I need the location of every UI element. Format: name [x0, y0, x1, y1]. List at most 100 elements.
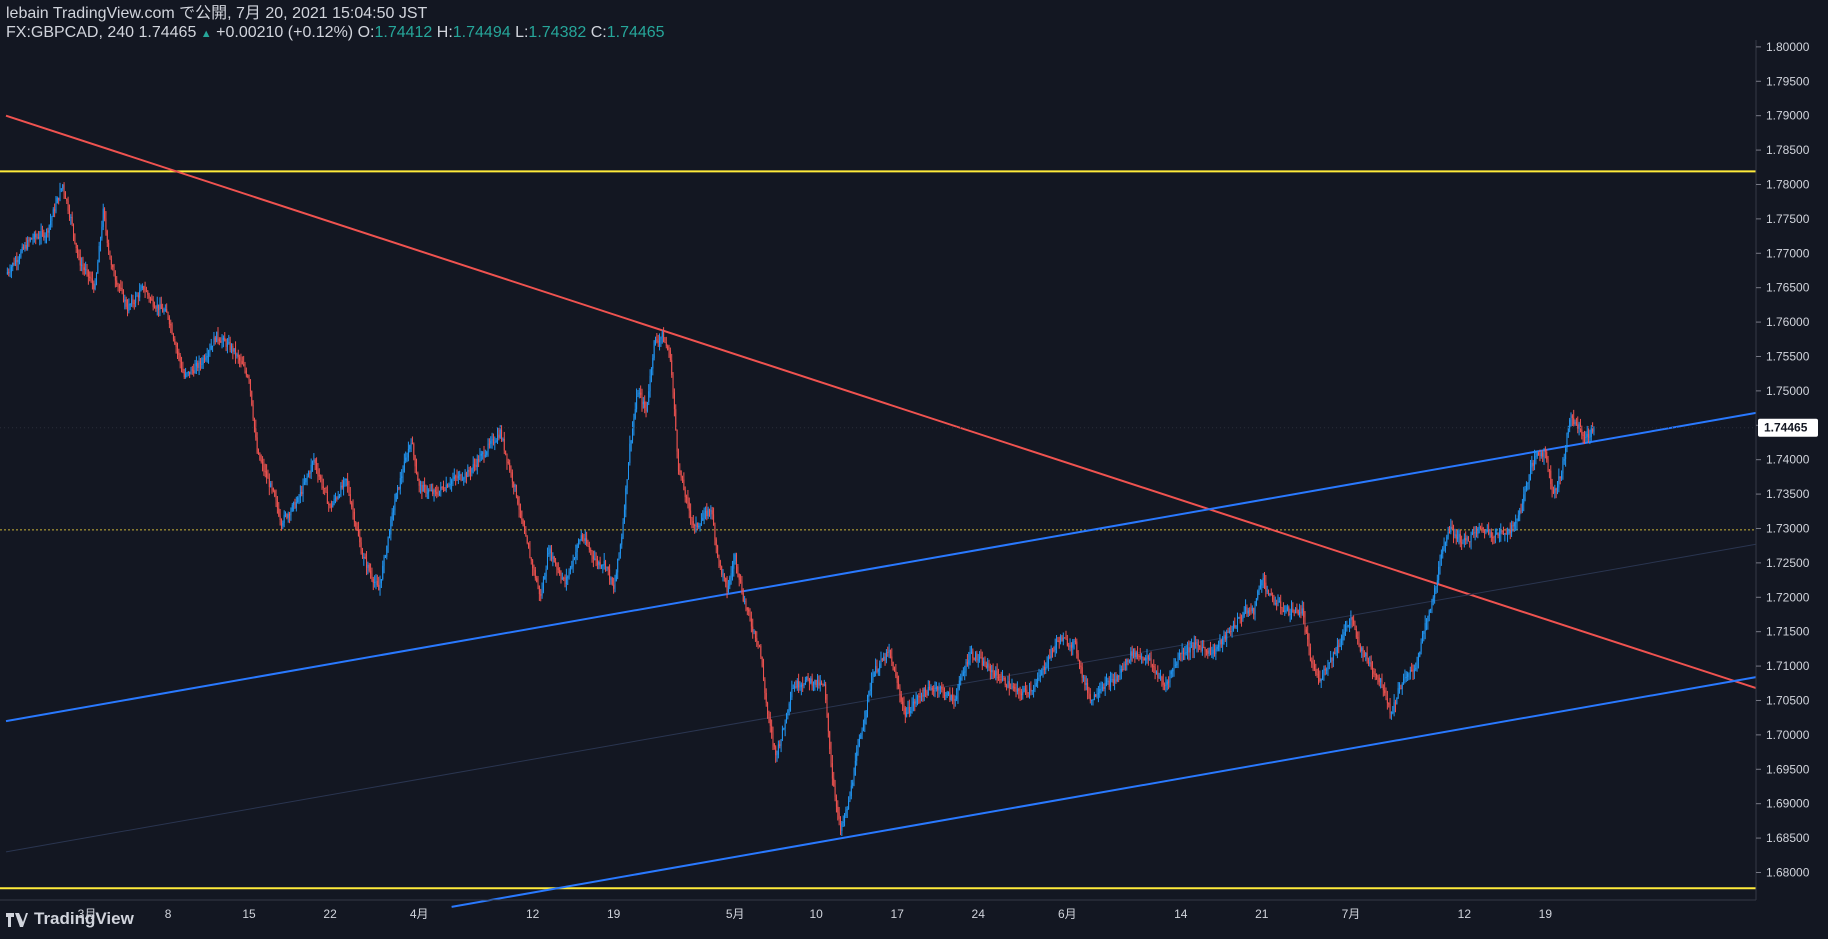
candle-body [287, 513, 289, 518]
time-axis[interactable]: 3月 8 15 22 4月 12 19 5月 10 17 24 6月 14 21 7月 12 19 [78, 907, 1553, 921]
candle-body [887, 651, 889, 653]
candle-body [297, 497, 299, 503]
candle-body [1149, 658, 1151, 660]
candle-body [680, 470, 682, 478]
candle-body [838, 812, 840, 819]
candle-body [1390, 712, 1392, 714]
candle-body [625, 488, 627, 510]
candle-body [89, 276, 91, 279]
candle-body [975, 653, 977, 660]
candle-body [858, 738, 860, 746]
candle-body [13, 263, 15, 265]
candle-body [630, 440, 632, 444]
candle-body [699, 525, 701, 527]
candle-body [1100, 688, 1102, 690]
candle-body [1165, 684, 1167, 687]
candle-body [256, 437, 258, 453]
candle-body [176, 346, 178, 352]
candle-body [776, 754, 778, 756]
trend-line-channel-top[interactable] [5, 411, 1757, 723]
candle-body [610, 577, 612, 580]
candle-body [17, 259, 19, 263]
candle-body [703, 512, 705, 518]
candle-body [289, 513, 291, 516]
candle-body [1423, 631, 1425, 634]
trend-line-channel-mid[interactable] [5, 543, 1757, 853]
candle-body [636, 396, 638, 410]
candle-body [1312, 663, 1314, 665]
candle-body [270, 483, 272, 488]
candle-body [1058, 640, 1060, 643]
candle-body [83, 267, 85, 271]
candle-body [771, 725, 773, 733]
candle-body [40, 231, 42, 238]
candle-body [1164, 684, 1166, 687]
candle-body [752, 626, 754, 632]
candle-body [193, 370, 195, 374]
candle-body [898, 682, 900, 688]
candle-body [1204, 648, 1206, 651]
candle-body [1097, 693, 1099, 695]
candle-body [892, 661, 894, 671]
candle-body [694, 524, 696, 527]
candle-body [1327, 662, 1329, 670]
candle-body [1245, 607, 1247, 613]
candle-body [1187, 647, 1189, 652]
trend-line-downtrend[interactable] [5, 114, 1757, 690]
candle-body [958, 680, 960, 689]
horizontal-lines[interactable] [0, 170, 1756, 890]
candle-body [1284, 610, 1286, 612]
candle-body [823, 684, 825, 686]
candle-body [125, 299, 127, 307]
candle-body [1232, 624, 1234, 631]
candle-body [1381, 678, 1383, 688]
candle-body [448, 485, 450, 487]
candle-body [480, 453, 482, 456]
candle-body [1593, 428, 1595, 432]
candle-body [1226, 631, 1228, 640]
trend-line-channel-bottom[interactable] [451, 676, 1757, 908]
candle-body [1069, 645, 1071, 647]
candle-body [950, 695, 952, 701]
candle-body [949, 692, 951, 701]
candle-body [1405, 676, 1407, 678]
candle-body [51, 216, 53, 221]
candle-body [1026, 689, 1028, 693]
candle-body [1588, 433, 1590, 438]
candle-body [353, 511, 355, 523]
price-axis[interactable]: 1.80000 1.79500 1.79000 1.78500 1.78000 1.775… [1756, 40, 1810, 880]
candle-body [1558, 476, 1560, 488]
candle-body [189, 371, 191, 375]
candle-body [1182, 650, 1184, 655]
trend-lines[interactable] [5, 114, 1757, 908]
candle-body [9, 271, 11, 273]
candle-body [1532, 462, 1534, 466]
candle-body [1411, 669, 1413, 671]
candle-body [750, 618, 752, 627]
candle-body [1293, 612, 1295, 614]
candle-body [258, 452, 260, 454]
low-label: L: [515, 24, 529, 41]
candle-body [94, 283, 96, 290]
candle-body [85, 269, 87, 271]
candle-body [769, 718, 771, 726]
candle-body [544, 576, 546, 580]
candle-body [711, 510, 713, 515]
candle-body [749, 611, 751, 619]
candle-body [1396, 697, 1398, 705]
candle-body [1290, 608, 1292, 614]
candle-body [1335, 652, 1337, 654]
candle-body [622, 522, 624, 538]
candle-body [1563, 459, 1565, 461]
candle-body [272, 488, 274, 491]
candle-body [90, 278, 92, 280]
candle-body [336, 498, 338, 500]
candle-body [1500, 530, 1502, 534]
candle-body [1124, 664, 1126, 666]
tradingview-brand[interactable]: TradingView [6, 909, 134, 929]
candle-body [447, 484, 449, 487]
candle-body [409, 445, 411, 449]
candle-body [122, 290, 124, 302]
candle-body [183, 372, 185, 378]
